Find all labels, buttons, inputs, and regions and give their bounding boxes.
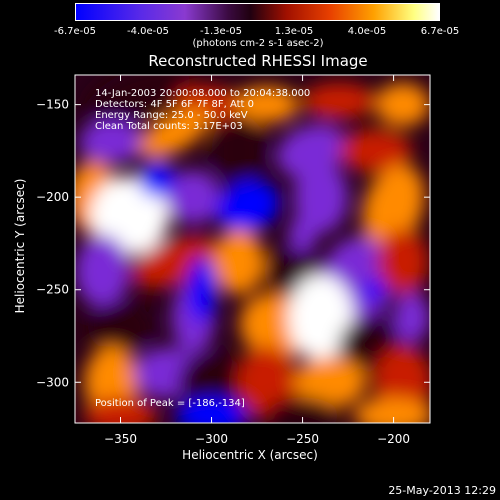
colorbar-tick-label: 4.0e-05 [347,26,387,37]
heatmap-blob [86,75,191,126]
heatmap-blob [302,82,376,120]
heatmap-blob [187,256,217,323]
y-tick-label: −150 [36,98,69,112]
x-axis-label: Heliocentric X (arcsec) [182,448,318,462]
heatmap-blob [338,129,412,173]
heatmap-blob [213,229,265,295]
heatmap-blob [211,114,267,188]
plot-frame [74,74,431,424]
heatmap-blob [175,397,248,423]
heatmap-blob [78,119,145,164]
heatmap-blob [362,164,425,249]
heatmap-image [75,75,430,423]
heatmap-blob [266,397,339,423]
time-range-annotation: 14-Jan-2003 20:00:08.000 to 20:04:38.000 [95,88,311,99]
heatmap-blob [288,273,354,362]
detectors-annotation: Detectors: 4F 5F 6F 7F 8F, Att 0 [95,99,255,110]
x-tick-label: −300 [195,432,228,446]
energy-range-annotation: Energy Range: 25.0 - 50.0 keV [95,110,248,121]
x-tick-label: −250 [286,432,319,446]
heatmap-blob [139,106,211,158]
y-axis-label: Heliocentric Y (arcsec) [13,178,27,314]
heatmap-blob [364,278,387,301]
heatmap-blob [75,234,130,308]
heatmap-blob [215,179,280,233]
peak-position-annotation: Position of Peak = [-186,-134] [95,398,245,409]
colorbar [75,3,440,21]
heatmap-blob [237,345,296,419]
colorbar-units: (photons cm-2 s-1 asec-2) [192,38,324,49]
colorbar-tick-label: 1.3e-05 [274,26,314,37]
clean-counts-annotation: Clean Total counts: 3.17E+03 [95,121,243,132]
heatmap-blob [138,160,176,197]
y-tick-label: −300 [36,375,69,389]
colorbar-tick-label: -6.7e-05 [54,26,96,37]
heatmap-blob [375,82,430,127]
y-tick-label: −250 [36,283,69,297]
heatmap-blob [377,229,429,295]
heatmap-blob [178,353,245,412]
chart-title: Reconstructed RHESSI Image [148,52,368,70]
heatmap-blob [166,169,221,225]
heatmap-blob [233,86,299,123]
heatmap-blob [293,356,367,408]
colorbar-tick-label: 6.7e-05 [420,26,460,37]
timestamp: 25-May-2013 12:29 [388,484,496,497]
heatmap-blob [393,292,430,343]
heatmap-blob [87,301,154,353]
colorbar-tick-label: -4.0e-05 [127,26,169,37]
heatmap-blob [288,215,318,253]
heatmap-blob [89,175,170,256]
heatmap-blob [293,160,349,234]
y-tick-label: −200 [36,190,69,204]
x-tick-label: −350 [104,432,137,446]
x-tick-label: −200 [377,432,410,446]
colorbar-tick-label: -1.3e-05 [200,26,242,37]
heatmap-blob [84,397,157,423]
heatmap-blob [353,397,430,423]
